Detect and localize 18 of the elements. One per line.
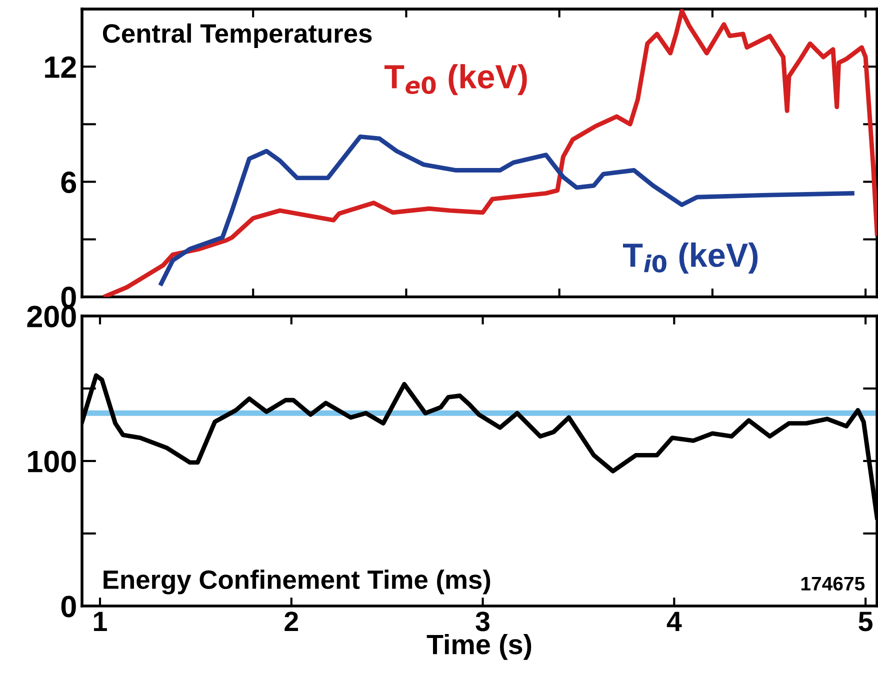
x-axis-title: Time (s) bbox=[426, 634, 532, 660]
y-tick-label: 200 bbox=[27, 306, 76, 328]
text: Energy Confinement Time (ms) bbox=[104, 570, 490, 594]
y-tick-label: 0 bbox=[61, 596, 76, 618]
x-tick-label: 4 bbox=[666, 612, 682, 631]
x-tick-label: 1 bbox=[94, 612, 107, 631]
x-tick-label: 2 bbox=[284, 612, 298, 631]
y-tick-label: 12 bbox=[45, 56, 76, 78]
x-tick-label: 5 bbox=[858, 612, 872, 632]
y-tick-label: 100 bbox=[28, 450, 76, 472]
line-series bbox=[104, 9, 878, 297]
annotation: 174675 bbox=[801, 576, 865, 591]
y-tick-label: 6 bbox=[61, 172, 76, 194]
series-label: T$_{e0}$ (keV) bbox=[384, 64, 527, 96]
text: Central Temperatures bbox=[102, 23, 372, 48]
line-series bbox=[159, 134, 854, 286]
x-tick-label: 3 bbox=[476, 612, 490, 632]
series-label: T$_{i0}$ (keV) bbox=[623, 242, 758, 274]
